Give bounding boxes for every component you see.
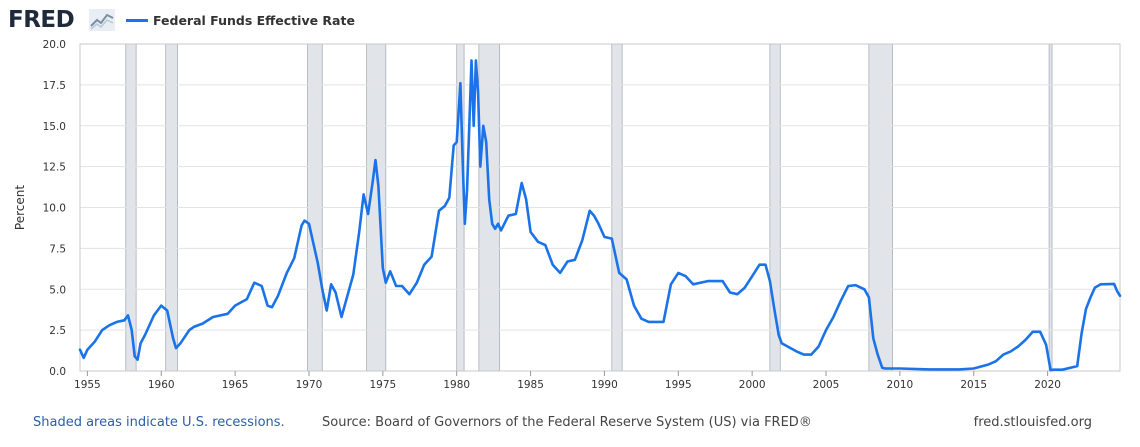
series-line-federal-funds-rate[interactable] bbox=[78, 59, 1122, 372]
y-tick-label: 2.5 bbox=[49, 325, 66, 337]
legend-swatch bbox=[126, 19, 148, 22]
x-tick-label: 1955 bbox=[74, 379, 101, 391]
source-note: Source: Board of Governors of the Federa… bbox=[322, 415, 812, 430]
site-link[interactable]: fred.stlouisfed.org bbox=[973, 415, 1092, 430]
y-tick-label: 12.5 bbox=[43, 162, 66, 174]
y-tick-label: 0.0 bbox=[49, 366, 66, 378]
y-tick-label: 5.0 bbox=[49, 284, 66, 296]
y-tick-label: 10.0 bbox=[43, 203, 66, 215]
fed-funds-chart: 0.0 2.5 5.0 7.5 10.0 12.5 15.0 17.5 20.0 1955 196… bbox=[13, 39, 1122, 391]
gridlines bbox=[80, 43, 1120, 372]
x-tick-label: 1960 bbox=[148, 379, 175, 391]
x-tick-label: 2015 bbox=[960, 379, 987, 391]
x-tick-label: 1980 bbox=[443, 379, 470, 391]
y-axis: 0.0 2.5 5.0 7.5 10.0 12.5 15.0 17.5 20.0 bbox=[43, 39, 66, 378]
x-tick-label: 2010 bbox=[887, 379, 914, 391]
x-tick-label: 2000 bbox=[739, 379, 766, 391]
y-tick-label: 7.5 bbox=[49, 243, 66, 255]
legend-label: Federal Funds Effective Rate bbox=[153, 13, 355, 28]
chart-footer: Shaded areas indicate U.S. recessions. S… bbox=[0, 410, 1140, 440]
x-tick-label: 1975 bbox=[369, 379, 396, 391]
plot-area bbox=[79, 43, 1121, 372]
x-tick-label: 2005 bbox=[813, 379, 840, 391]
x-tick-label: 1985 bbox=[517, 379, 544, 391]
chart-line-icon bbox=[89, 9, 115, 31]
x-tick-label: 2020 bbox=[1034, 379, 1061, 391]
x-tick-label: 1995 bbox=[665, 379, 692, 391]
y-axis-label: Percent bbox=[13, 185, 27, 230]
y-tick-label: 15.0 bbox=[43, 121, 66, 133]
y-tick-label: 20.0 bbox=[43, 39, 66, 51]
x-tick-label: 1990 bbox=[591, 379, 618, 391]
fred-logo[interactable]: FRED bbox=[8, 7, 75, 33]
x-tick-label: 1970 bbox=[296, 379, 323, 391]
x-axis: 1955 1960 1965 1970 1975 1980 1985 1990 1995 2000… bbox=[74, 371, 1061, 391]
x-tick-label: 1965 bbox=[222, 379, 249, 391]
y-tick-label: 17.5 bbox=[43, 80, 66, 92]
recession-note: Shaded areas indicate U.S. recessions. bbox=[33, 415, 285, 430]
chart-header: FRED Federal Funds Effective Rate bbox=[0, 0, 1140, 40]
